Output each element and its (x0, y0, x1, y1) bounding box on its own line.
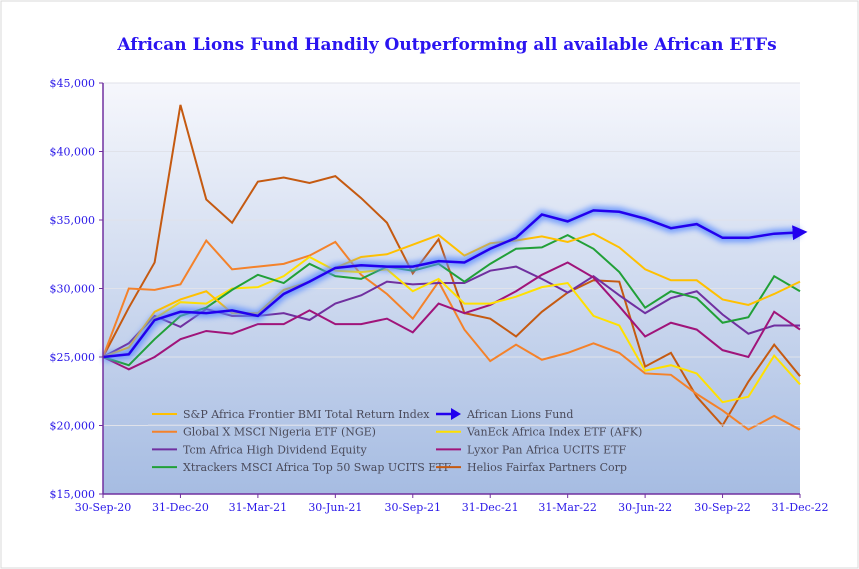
legend-label: Lyxor Pan Africa UCITS ETF (467, 443, 627, 456)
legend-label: Tcm Africa High Dividend Equity (183, 443, 367, 456)
y-tick-label: $15,000 (50, 488, 96, 501)
x-tick-label: 31-Mar-21 (229, 501, 288, 514)
x-tick-label: 30-Jun-21 (308, 501, 362, 514)
legend-item: Xtrackers MSCI Africa Top 50 Swap UCITS … (152, 461, 452, 474)
legend-label: Xtrackers MSCI Africa Top 50 Swap UCITS … (183, 461, 452, 474)
y-tick-label: $45,000 (50, 77, 96, 90)
y-tick-label: $20,000 (50, 420, 96, 433)
series-line-lyxor-pan-africa-ucits-etf (102, 261, 801, 371)
x-tick-label: 30-Sep-21 (385, 501, 442, 514)
series-line-helios-fairfax-partners-corp (102, 104, 801, 428)
y-tick-label: $25,000 (50, 351, 96, 364)
x-tick-label: 30-Sep-20 (75, 501, 132, 514)
legend-label: Helios Fairfax Partners Corp (467, 461, 627, 474)
series-line-xtrackers-msci-africa-top-50-swap-ucits-etf (102, 233, 801, 367)
legend-label: S&P Africa Frontier BMI Total Return Ind… (183, 408, 430, 421)
legend-item: VanEck Africa Index ETF (AFK) (436, 426, 642, 439)
x-tick-label: 31-Mar-22 (538, 501, 597, 514)
x-tick-label: 30-Jun-22 (618, 501, 672, 514)
legend-label: Global X MSCI Nigeria ETF (NGE) (183, 426, 376, 439)
legend-label: VanEck Africa Index ETF (AFK) (466, 426, 642, 439)
series-line-global-x-msci-nigeria-etf-nge (102, 238, 801, 431)
y-tick-label: $35,000 (50, 214, 96, 227)
x-tick-label: 30-Sep-22 (694, 501, 751, 514)
series-line-vaneck-africa-index-etf-afk (102, 255, 801, 404)
legend-item: African Lions Fund (436, 408, 573, 421)
x-tick-label: 31-Dec-22 (772, 501, 829, 514)
x-tick-label: 31-Dec-20 (152, 501, 209, 514)
legend-item: Global X MSCI Nigeria ETF (NGE) (152, 426, 376, 439)
legend-item: Tcm Africa High Dividend Equity (152, 443, 367, 456)
legend-item: Helios Fairfax Partners Corp (436, 461, 627, 474)
legend-item: S&P Africa Frontier BMI Total Return Ind… (152, 408, 430, 421)
series-line-african-lions-fund (102, 209, 808, 359)
y-tick-label: $30,000 (50, 283, 96, 296)
arrow-icon (451, 408, 461, 420)
chart-title: African Lions Fund Handily Outperforming… (116, 35, 776, 55)
series-line-s-p-africa-frontier-bmi-total-return-index (102, 232, 801, 358)
legend-item: Lyxor Pan Africa UCITS ETF (436, 443, 627, 456)
legend-label: African Lions Fund (466, 408, 573, 421)
y-tick-label: $40,000 (50, 146, 96, 159)
x-tick-label: 31-Dec-21 (462, 501, 519, 514)
